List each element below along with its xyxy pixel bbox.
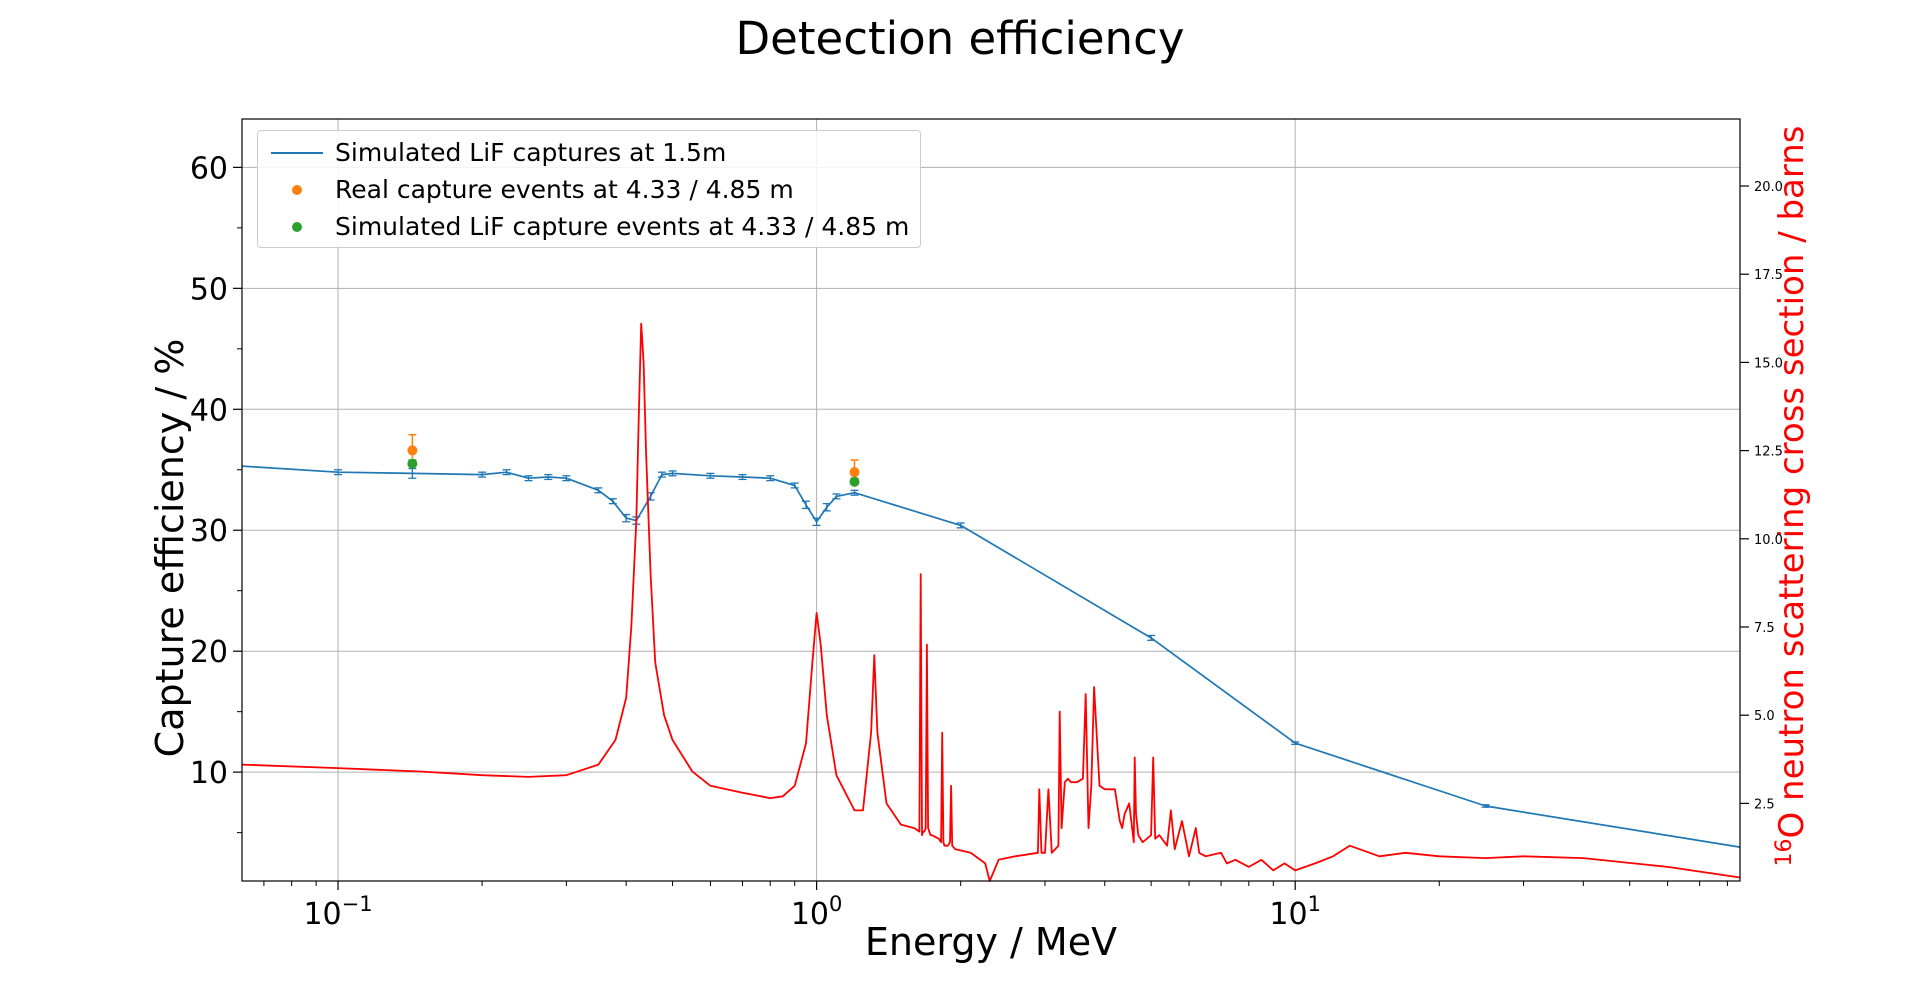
- x-tick-label: 100: [791, 892, 843, 932]
- simulated-event-point: [849, 476, 860, 487]
- y-tick-label: 10: [190, 756, 228, 791]
- chart-title: Detection efficiency: [735, 12, 1185, 65]
- y2-tick-label: 10.0: [1754, 533, 1783, 548]
- cross-section-line: [241, 322, 1741, 882]
- legend-item-simulated-captures: Simulated LiF captures at 1.5m: [258, 136, 920, 170]
- legend-marker-swatch: [292, 222, 302, 232]
- real-event-point: [407, 445, 418, 456]
- legend-item-real-events: Real capture events at 4.33 / 4.85 m: [258, 173, 920, 207]
- y-tick-label: 60: [190, 151, 228, 186]
- x-tick-label: 10−1: [303, 892, 372, 932]
- y2-tick-label: 15.0: [1754, 356, 1783, 371]
- plot-frame: [241, 118, 1741, 882]
- axes-ticks: 10−1 100 101 10 20 30 40 50 60 2.5 5.0 7.5 10.0 12.5 1…: [190, 151, 1783, 932]
- simulated-captures-line: [241, 465, 1741, 848]
- y-tick-label: 20: [190, 635, 228, 670]
- y2-tick-label: 5.0: [1754, 709, 1775, 724]
- y2-tick-label: 12.5: [1754, 445, 1783, 460]
- legend-line-swatch: [271, 152, 323, 154]
- y-tick-label: 40: [190, 393, 228, 428]
- real-event-point: [849, 467, 860, 478]
- legend-label: Simulated LiF capture events at 4.33 / 4…: [335, 212, 910, 241]
- y-tick-label: 50: [190, 272, 228, 307]
- legend-label: Real capture events at 4.33 / 4.85 m: [335, 175, 794, 204]
- grid: [242, 119, 1740, 881]
- legend-label: Simulated LiF captures at 1.5m: [335, 138, 727, 167]
- y2-tick-label: 7.5: [1754, 621, 1775, 636]
- legend: Simulated LiF captures at 1.5m Real capt…: [257, 130, 921, 248]
- x-axis-label: Energy / MeV: [864, 920, 1118, 964]
- legend-marker-swatch: [292, 185, 302, 195]
- y-tick-label: 30: [190, 514, 228, 549]
- legend-item-simulated-events: Simulated LiF capture events at 4.33 / 4…: [258, 210, 920, 244]
- simulated-event-point: [407, 458, 418, 469]
- y2-tick-label: 2.5: [1754, 797, 1775, 812]
- x-tick-label: 101: [1269, 892, 1321, 932]
- y2-tick-label: 20.0: [1754, 180, 1783, 195]
- series-layer: [241, 322, 1741, 882]
- y2-tick-label: 17.5: [1754, 268, 1783, 283]
